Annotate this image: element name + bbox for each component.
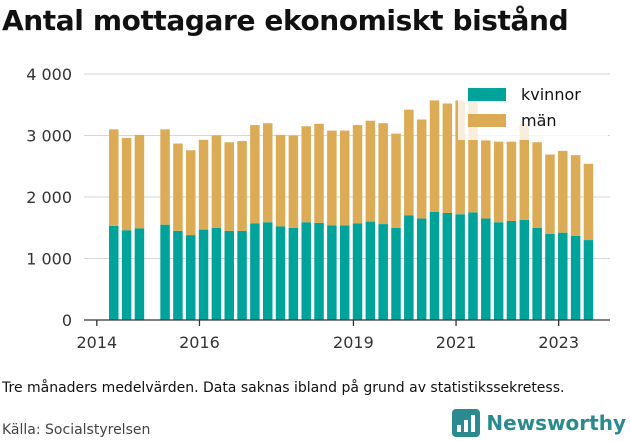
bar-man bbox=[365, 120, 376, 222]
bar-man bbox=[378, 123, 388, 225]
bar-kvinnor bbox=[519, 219, 530, 320]
bar-kvinnor bbox=[481, 218, 491, 320]
y-tick-label: 1 000 bbox=[26, 250, 72, 269]
bar-kvinnor bbox=[262, 222, 273, 320]
bar-kvinnor bbox=[455, 214, 465, 320]
bar-man bbox=[121, 137, 132, 231]
bar-kvinnor bbox=[352, 223, 363, 320]
bar-kvinnor bbox=[339, 225, 350, 320]
bar-kvinnor bbox=[134, 228, 145, 320]
bar-man bbox=[583, 163, 594, 241]
legend-label-kvinnor: kvinnor bbox=[521, 85, 581, 104]
bar-kvinnor bbox=[429, 211, 440, 320]
bar-man bbox=[185, 150, 196, 236]
bars bbox=[109, 100, 594, 320]
bar-kvinnor bbox=[224, 230, 234, 320]
bar-man bbox=[506, 141, 517, 221]
bar-man bbox=[468, 101, 478, 213]
bar-man bbox=[314, 123, 324, 223]
bar-kvinnor bbox=[198, 229, 209, 320]
bar-man bbox=[558, 150, 568, 233]
x-tick-label: 2014 bbox=[76, 333, 117, 352]
y-tick-label: 3 000 bbox=[26, 127, 72, 146]
legend-swatch-kvinnor bbox=[468, 88, 506, 101]
bar-kvinnor bbox=[211, 227, 222, 320]
x-axis-ticks: 2014 2016 2019 2021 2023 bbox=[76, 320, 579, 352]
bar-kvinnor bbox=[506, 220, 517, 320]
y-axis-ticks: 0 1 000 2 000 3 000 4 000 bbox=[26, 65, 72, 330]
bar-kvinnor bbox=[160, 224, 170, 320]
bar-man bbox=[275, 134, 286, 227]
bar-kvinnor bbox=[314, 222, 324, 320]
chart-title: Antal mottagare ekonomiskt bistånd bbox=[2, 4, 569, 37]
bar-kvinnor bbox=[109, 225, 119, 320]
bar-kvinnor bbox=[532, 227, 542, 320]
bar-man bbox=[391, 133, 401, 228]
legend: kvinnor män bbox=[458, 80, 608, 140]
bar-man bbox=[493, 141, 504, 223]
bar-man bbox=[134, 134, 145, 229]
bar-man bbox=[404, 109, 414, 216]
bar-kvinnor bbox=[378, 224, 388, 320]
bar-kvinnor bbox=[185, 235, 196, 320]
x-tick-label: 2019 bbox=[333, 333, 374, 352]
x-tick-label: 2023 bbox=[538, 333, 579, 352]
bar-man bbox=[532, 142, 542, 228]
bar-kvinnor bbox=[416, 218, 427, 320]
newsworthy-logo-icon bbox=[452, 409, 481, 437]
bar-kvinnor bbox=[237, 230, 247, 320]
bar-man bbox=[442, 103, 453, 213]
bar-kvinnor bbox=[583, 240, 594, 320]
bar-man bbox=[224, 142, 234, 231]
bar-kvinnor bbox=[442, 212, 453, 320]
bar-man bbox=[429, 100, 440, 212]
bar-kvinnor bbox=[288, 227, 299, 320]
bar-man bbox=[519, 123, 530, 220]
bar-man bbox=[250, 125, 260, 224]
bar-man bbox=[327, 130, 337, 226]
bar-man bbox=[288, 135, 299, 228]
bar-kvinnor bbox=[570, 235, 581, 320]
legend-swatch-man bbox=[468, 114, 506, 127]
newsworthy-brand-name: Newsworthy bbox=[486, 411, 626, 435]
y-tick-label: 4 000 bbox=[26, 65, 72, 84]
bar-man bbox=[416, 119, 427, 219]
bar-kvinnor bbox=[301, 222, 311, 320]
bar-man bbox=[545, 154, 555, 234]
bar-man bbox=[109, 129, 119, 226]
x-tick-label: 2016 bbox=[179, 333, 220, 352]
newsworthy-brand[interactable]: Newsworthy bbox=[452, 409, 626, 437]
source-label: Källa: Socialstyrelsen bbox=[2, 422, 151, 438]
bar-kvinnor bbox=[327, 225, 337, 320]
bar-kvinnor bbox=[173, 230, 183, 320]
bar-kvinnor bbox=[404, 215, 414, 320]
bar-kvinnor bbox=[275, 226, 286, 320]
bar-kvinnor bbox=[468, 212, 478, 320]
bar-kvinnor bbox=[250, 223, 260, 320]
bar-kvinnor bbox=[391, 227, 401, 320]
chart-note: Tre månaders medelvärden. Data saknas ib… bbox=[2, 380, 565, 396]
bar-man bbox=[570, 155, 581, 236]
bar-man bbox=[339, 130, 350, 226]
x-tick-label: 2021 bbox=[436, 333, 477, 352]
bar-kvinnor bbox=[493, 222, 504, 320]
bar-kvinnor bbox=[121, 230, 132, 320]
bar-kvinnor bbox=[365, 221, 376, 320]
bar-man bbox=[160, 129, 170, 225]
y-tick-label: 2 000 bbox=[26, 188, 72, 207]
bar-kvinnor bbox=[558, 232, 568, 320]
bar-man bbox=[352, 125, 363, 224]
bar-man bbox=[455, 100, 465, 215]
bar-man bbox=[211, 135, 222, 228]
bar-man bbox=[198, 139, 209, 230]
bar-man bbox=[262, 123, 273, 223]
legend-label-man: män bbox=[521, 111, 557, 130]
bar-kvinnor bbox=[545, 233, 555, 320]
bar-man bbox=[173, 143, 183, 231]
bar-man bbox=[301, 126, 311, 223]
bar-man bbox=[481, 140, 491, 219]
y-tick-label: 0 bbox=[62, 311, 72, 330]
bar-man bbox=[237, 141, 247, 231]
